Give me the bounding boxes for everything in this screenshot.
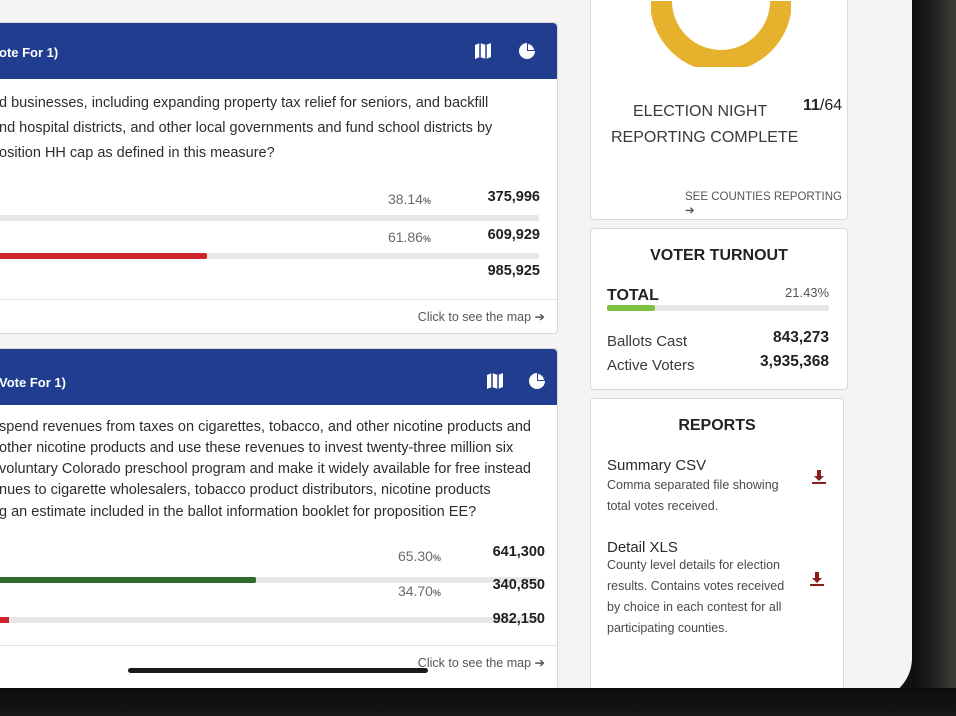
turnout-bar-track	[607, 305, 829, 311]
result-votes: 641,300	[492, 544, 545, 560]
contest-title: Vote For 1)	[0, 375, 66, 390]
result-bar	[0, 577, 256, 583]
summary-csv-title[interactable]: Summary CSV	[607, 457, 707, 474]
election-night-label: ELECTION NIGHT	[633, 103, 768, 120]
ballots-cast-label: Ballots Cast	[607, 333, 688, 350]
reports-card: REPORTS Summary CSV Comma separated file…	[590, 398, 844, 700]
contest-question-line: nues to cigarette wholesalers, tobacco p…	[0, 482, 491, 498]
contest-question-line: g an estimate included in the ballot inf…	[0, 504, 477, 520]
home-indicator	[128, 668, 428, 673]
turnout-total-percent: 21.43%	[785, 285, 830, 300]
map-icon[interactable]	[485, 371, 505, 391]
tablet-screen: ote For 1) d businesses, including expan…	[0, 0, 912, 700]
tablet-bezel-right	[912, 0, 956, 716]
voter-turnout-title: VOTER TURNOUT	[650, 247, 788, 264]
contest-question-line: d businesses, including expanding proper…	[0, 95, 489, 111]
counties-reporting-count: 11/64	[803, 97, 843, 114]
result-bar-track	[0, 617, 539, 623]
contest-card-1: ote For 1) d businesses, including expan…	[0, 22, 558, 334]
total-votes: 982,150	[492, 611, 545, 627]
contest-question-line: nd hospital districts, and other local g…	[0, 120, 493, 136]
total-votes: 985,925	[487, 263, 540, 279]
result-votes: 375,996	[487, 189, 540, 205]
voter-turnout-card: VOTER TURNOUT TOTAL 21.43% Ballots Cast …	[590, 228, 848, 390]
turnout-bar	[607, 305, 655, 311]
result-votes: 609,929	[487, 227, 540, 243]
result-percent: 61.86%	[387, 229, 431, 245]
ballots-cast-value: 843,273	[772, 329, 829, 346]
donut-chart	[651, 0, 791, 67]
tablet-bezel-bottom	[0, 688, 956, 716]
result-bar-track	[0, 215, 539, 221]
summary-csv-desc: Comma separated file showing total votes…	[607, 478, 779, 513]
pie-chart-icon[interactable]	[527, 371, 547, 391]
contest-header: ote For 1)	[0, 23, 557, 79]
see-map-link[interactable]: Click to see the map ➔	[417, 310, 545, 324]
contest-title: ote For 1)	[0, 45, 59, 60]
reports-title: REPORTS	[678, 417, 756, 434]
result-bar-track	[0, 253, 539, 259]
pie-chart-icon[interactable]	[517, 41, 537, 61]
detail-xls-title[interactable]: Detail XLS	[607, 539, 678, 556]
download-icon[interactable]	[811, 469, 827, 485]
reporting-status-card: ELECTION NIGHT REPORTING COMPLETE 11/64 …	[590, 0, 848, 220]
active-voters-value: 3,935,368	[760, 353, 829, 370]
result-bar-track	[0, 577, 539, 583]
map-icon[interactable]	[473, 41, 493, 61]
result-percent: 65.30%	[397, 548, 441, 564]
active-voters-label: Active Voters	[607, 357, 695, 374]
detail-xls-desc: County level details for election result…	[607, 558, 785, 635]
contest-card-2: Vote For 1) spend revenues from taxes on…	[0, 348, 558, 690]
see-counties-link[interactable]: SEE COUNTIES REPORTING ➔	[685, 191, 842, 217]
download-icon[interactable]	[809, 571, 825, 587]
turnout-total-label: TOTAL	[607, 287, 659, 304]
contest-question-line: spend revenues from taxes on cigarettes,…	[0, 419, 531, 435]
reporting-complete-label: REPORTING COMPLETE	[611, 129, 799, 146]
result-bar	[0, 253, 207, 259]
result-percent: 34.70%	[397, 583, 441, 599]
contest-header: Vote For 1)	[0, 349, 557, 405]
contest-question-line: other nicotine products and use these re…	[0, 440, 514, 456]
result-votes: 340,850	[492, 577, 545, 593]
contest-question-line: voluntary Colorado preschool program and…	[0, 461, 531, 477]
contest-question-line: osition HH cap as defined in this measur…	[0, 145, 275, 161]
see-map-link[interactable]: Click to see the map ➔	[417, 656, 545, 670]
result-percent: 38.14%	[387, 191, 431, 207]
